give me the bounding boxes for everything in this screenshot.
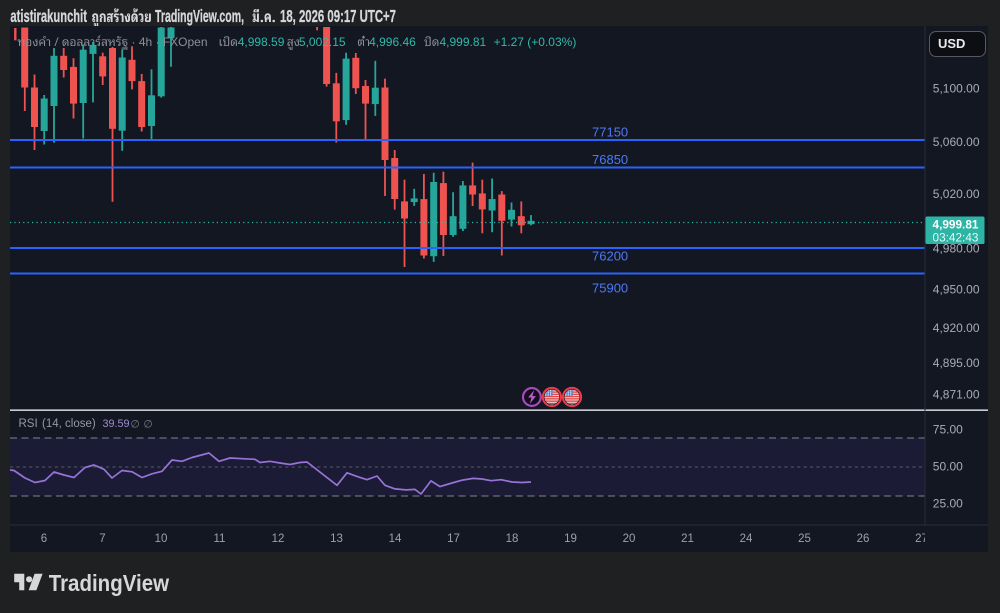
svg-text:18: 18 bbox=[506, 533, 519, 545]
svg-text:75900: 75900 bbox=[592, 281, 628, 296]
svg-text:18, 2026 09:17 UTC+7: 18, 2026 09:17 UTC+7 bbox=[280, 6, 396, 26]
svg-text:39.59: 39.59 bbox=[103, 418, 130, 430]
svg-text:11: 11 bbox=[214, 533, 226, 545]
svg-text:77150: 77150 bbox=[592, 125, 628, 140]
svg-text:5,020.00: 5,020.00 bbox=[933, 187, 980, 201]
svg-text:RSI: RSI bbox=[19, 418, 38, 430]
svg-text:5,002.15: 5,002.15 bbox=[299, 35, 346, 49]
svg-text:4,895.00: 4,895.00 bbox=[933, 356, 980, 370]
svg-text:TradingView.com,: TradingView.com, bbox=[155, 6, 244, 26]
svg-text:∅: ∅ bbox=[144, 419, 153, 431]
svg-text:76200: 76200 bbox=[592, 249, 628, 264]
svg-text:75.00: 75.00 bbox=[933, 423, 963, 437]
svg-text:TradingView: TradingView bbox=[49, 570, 170, 596]
svg-text:76850: 76850 bbox=[592, 152, 628, 167]
svg-text:7: 7 bbox=[99, 533, 105, 545]
svg-text:25: 25 bbox=[798, 533, 811, 545]
svg-text:4,996.46: 4,996.46 bbox=[369, 35, 416, 49]
svg-text:17: 17 bbox=[447, 533, 460, 545]
svg-text:4,980.00: 4,980.00 bbox=[933, 242, 980, 256]
svg-text:50.00: 50.00 bbox=[933, 460, 963, 474]
svg-text:4,950.00: 4,950.00 bbox=[933, 283, 980, 297]
svg-text:27: 27 bbox=[915, 533, 928, 545]
svg-text:5,100.00: 5,100.00 bbox=[933, 82, 980, 96]
svg-text:(14, close): (14, close) bbox=[42, 418, 96, 430]
svg-text:14: 14 bbox=[389, 533, 402, 545]
svg-text:4,871.00: 4,871.00 bbox=[933, 388, 980, 402]
svg-text:10: 10 bbox=[155, 533, 168, 545]
svg-text:03:42:43: 03:42:43 bbox=[933, 231, 979, 245]
svg-text:6: 6 bbox=[41, 533, 47, 545]
svg-text:19: 19 bbox=[564, 533, 577, 545]
svg-text:4,999.81: 4,999.81 bbox=[440, 35, 487, 49]
svg-text:4,999.81: 4,999.81 bbox=[933, 218, 979, 232]
svg-text:+1.27 (+0.03%): +1.27 (+0.03%) bbox=[494, 35, 577, 49]
svg-text:5,060.00: 5,060.00 bbox=[933, 135, 980, 149]
svg-text:20: 20 bbox=[623, 533, 636, 545]
svg-text:4,998.59: 4,998.59 bbox=[238, 35, 285, 49]
svg-text:12: 12 bbox=[272, 533, 285, 545]
svg-text:∅: ∅ bbox=[131, 419, 140, 431]
svg-text:21: 21 bbox=[681, 533, 694, 545]
svg-text:· 4h · FXOpen: · 4h · FXOpen bbox=[132, 35, 208, 49]
svg-text:25.00: 25.00 bbox=[933, 497, 963, 511]
svg-text:13: 13 bbox=[330, 533, 343, 545]
svg-text:24: 24 bbox=[740, 533, 753, 545]
svg-text:4,920.00: 4,920.00 bbox=[933, 321, 980, 335]
svg-text:atistirakunchit: atistirakunchit bbox=[10, 6, 87, 26]
svg-text:26: 26 bbox=[857, 533, 870, 545]
